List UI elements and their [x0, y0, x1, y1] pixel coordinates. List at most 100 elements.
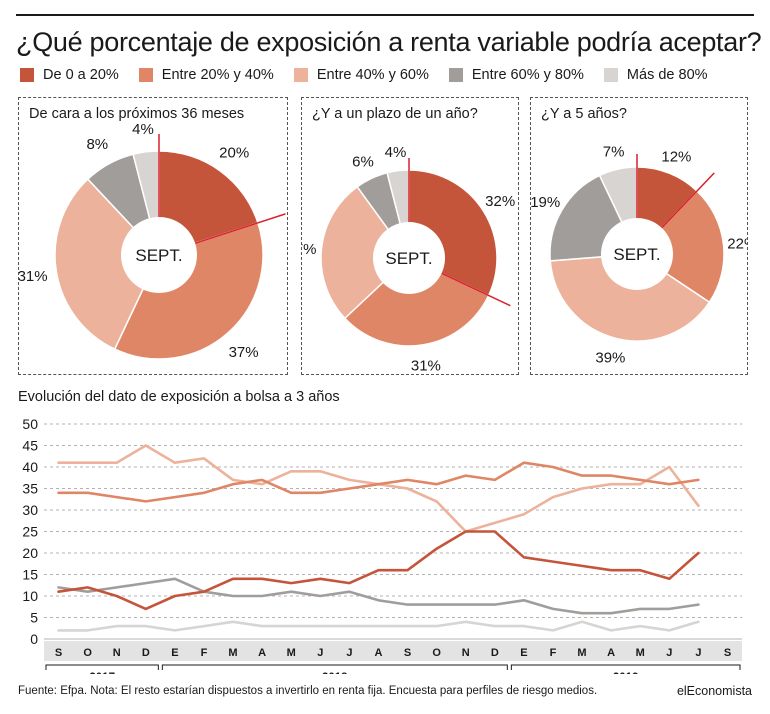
donut-value-label-1: 31%: [411, 358, 441, 374]
y-tick-label: 20: [22, 545, 38, 561]
donut-hole: [601, 218, 673, 290]
y-tick-label: 10: [22, 588, 38, 604]
donut-value-label-3: 19%: [531, 194, 560, 211]
year-label: 2017: [89, 672, 115, 674]
x-tick-label: S: [404, 647, 411, 659]
donut-value-label-2: 31%: [19, 268, 48, 285]
donut-value-label-4: 4%: [385, 144, 407, 161]
donut-slice-1: [343, 257, 490, 347]
series-line-0: [57, 530, 700, 611]
x-tick-label: O: [83, 647, 92, 659]
series-line-3: [57, 577, 700, 615]
y-tick-label: 30: [22, 502, 38, 518]
legend-swatch-1: [138, 68, 153, 82]
legend-label-0: De 0 a 20%: [43, 67, 119, 83]
y-tick-label: 5: [30, 610, 38, 626]
donut-marker-split: [194, 213, 286, 245]
x-tick-label: A: [375, 647, 383, 659]
y-tick-label: 35: [22, 481, 38, 497]
legend-item-4: Más de 80%: [603, 67, 708, 83]
legend-swatch-4: [603, 68, 618, 82]
donut-chart-1-year: 32% 31% 27% 6% 4% SEPT.: [302, 144, 515, 374]
donut-slice-2: [549, 253, 711, 342]
donut-slice-2: [320, 185, 410, 320]
donut-chart-5-years: 12% 22% 39% 19% 7% SEPT.: [531, 144, 747, 367]
donut-center-label: SEPT.: [135, 246, 182, 265]
donut-hole: [121, 217, 197, 293]
donut-chart-36-months: 20% 37% 31% 8% 4% SEPT.: [19, 121, 286, 361]
donut-value-label-2: 39%: [595, 350, 625, 367]
donut-hole: [373, 222, 445, 294]
donut-value-label-2: 27%: [302, 241, 317, 258]
donut-title-1-year: ¿Y a un plazo de un año?: [312, 106, 478, 122]
y-tick-label: 45: [22, 438, 38, 454]
x-tick-label: S: [55, 647, 62, 659]
donut-slice-1: [113, 221, 264, 360]
line-chart-title: Evolución del dato de exposición a bolsa…: [18, 389, 340, 405]
donut-value-label-4: 7%: [603, 144, 625, 161]
donut-panel-1-year: ¿Y a un plazo de un año? 32% 31% 27% 6% 4% SE…: [301, 97, 519, 375]
donut-value-label-1: 37%: [229, 344, 259, 361]
x-tick-label: M: [228, 647, 237, 659]
donut-marker-split: [661, 172, 715, 229]
y-tick-label: 40: [22, 459, 38, 475]
series-line-4: [57, 620, 700, 632]
legend-swatch-3: [448, 68, 463, 82]
x-tick-label: S: [724, 647, 731, 659]
legend-item-0: De 0 a 20%: [20, 67, 119, 83]
donut-value-label-0: 12%: [661, 149, 691, 166]
year-label: 2019: [613, 672, 639, 674]
x-tick-label: M: [636, 647, 645, 659]
legend-label-4: Más de 80%: [626, 67, 708, 83]
x-tick-label: M: [287, 647, 296, 659]
series-line-1: [57, 461, 700, 503]
donut-center-label: SEPT.: [385, 249, 432, 268]
y-tick-label: 15: [22, 567, 38, 583]
donut-panel-36-months: De cara a los próximos 36 meses 20% 37% 31…: [18, 97, 288, 375]
footer-brand: elEconomista: [676, 684, 752, 698]
year-label: 2018: [322, 672, 348, 674]
x-tick-label: N: [113, 647, 121, 659]
donut-value-label-1: 22%: [727, 235, 747, 252]
donut-panel-5-years: ¿Y a 5 años? 12% 22% 39% 19% 7% SEPT.: [530, 97, 748, 375]
donut-title-5-years: ¿Y a 5 años?: [541, 106, 627, 122]
legend-label-2: Entre 40% y 60%: [316, 67, 429, 83]
x-tick-label: A: [607, 647, 615, 659]
legend-item-2: Entre 40% y 60%: [293, 67, 429, 83]
donut-value-label-3: 6%: [352, 153, 374, 170]
donut-value-label-3: 8%: [86, 136, 108, 153]
y-tick-label: 0: [30, 631, 38, 647]
top-rule: [16, 14, 754, 16]
legend-item-3: Entre 60% y 80%: [448, 67, 584, 83]
donut-title-36-months: De cara a los próximos 36 meses: [29, 106, 245, 122]
legend-swatch-0: [20, 68, 34, 82]
year-bracket: [161, 664, 508, 670]
x-tick-label: J: [317, 647, 323, 659]
x-tick-label: O: [432, 647, 441, 659]
x-tick-label: F: [550, 647, 557, 659]
x-tick-label: J: [695, 647, 701, 659]
x-tick-label: E: [171, 647, 178, 659]
legend: De 0 a 20% Entre 20% y 40% Entre 40% y 6…: [20, 66, 728, 84]
donut-slice-1: [635, 189, 725, 304]
x-tick-label: A: [258, 647, 266, 659]
donut-value-label-0: 20%: [219, 144, 249, 161]
x-tick-label: J: [346, 647, 352, 659]
x-tick-label: D: [491, 647, 499, 659]
x-tick-label: F: [201, 647, 208, 659]
y-tick-label: 25: [22, 524, 38, 540]
donut-slice-2: [54, 178, 160, 351]
legend-label-1: Entre 20% y 40%: [161, 67, 274, 83]
donut-value-label-4: 4%: [132, 121, 154, 138]
legend-swatch-2: [293, 68, 308, 82]
donut-center-label: SEPT.: [613, 245, 660, 264]
legend-label-3: Entre 60% y 80%: [471, 67, 584, 83]
donut-marker-split: [441, 272, 511, 307]
year-bracket: [45, 664, 159, 670]
chart-title: ¿Qué porcentaje de exposición a renta va…: [16, 27, 762, 57]
x-tick-label: N: [462, 647, 470, 659]
x-tick-label: J: [666, 647, 672, 659]
donut-value-label-0: 32%: [485, 193, 515, 210]
footer-source: Fuente: Efpa. Nota: El resto estarían di…: [18, 685, 598, 697]
x-tick-label: E: [520, 647, 527, 659]
